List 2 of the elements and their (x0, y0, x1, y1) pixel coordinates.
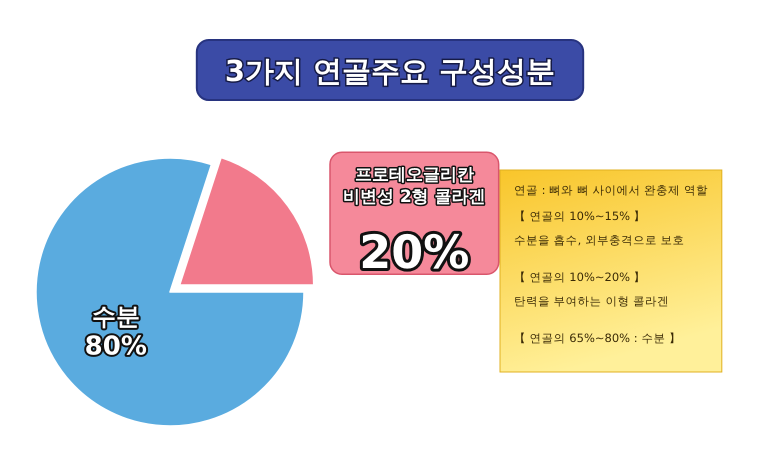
chart-title: 3가지 연골주요 구성성분 (224, 54, 556, 88)
title: 3가지 연골주요 구성성분 (196, 39, 584, 101)
